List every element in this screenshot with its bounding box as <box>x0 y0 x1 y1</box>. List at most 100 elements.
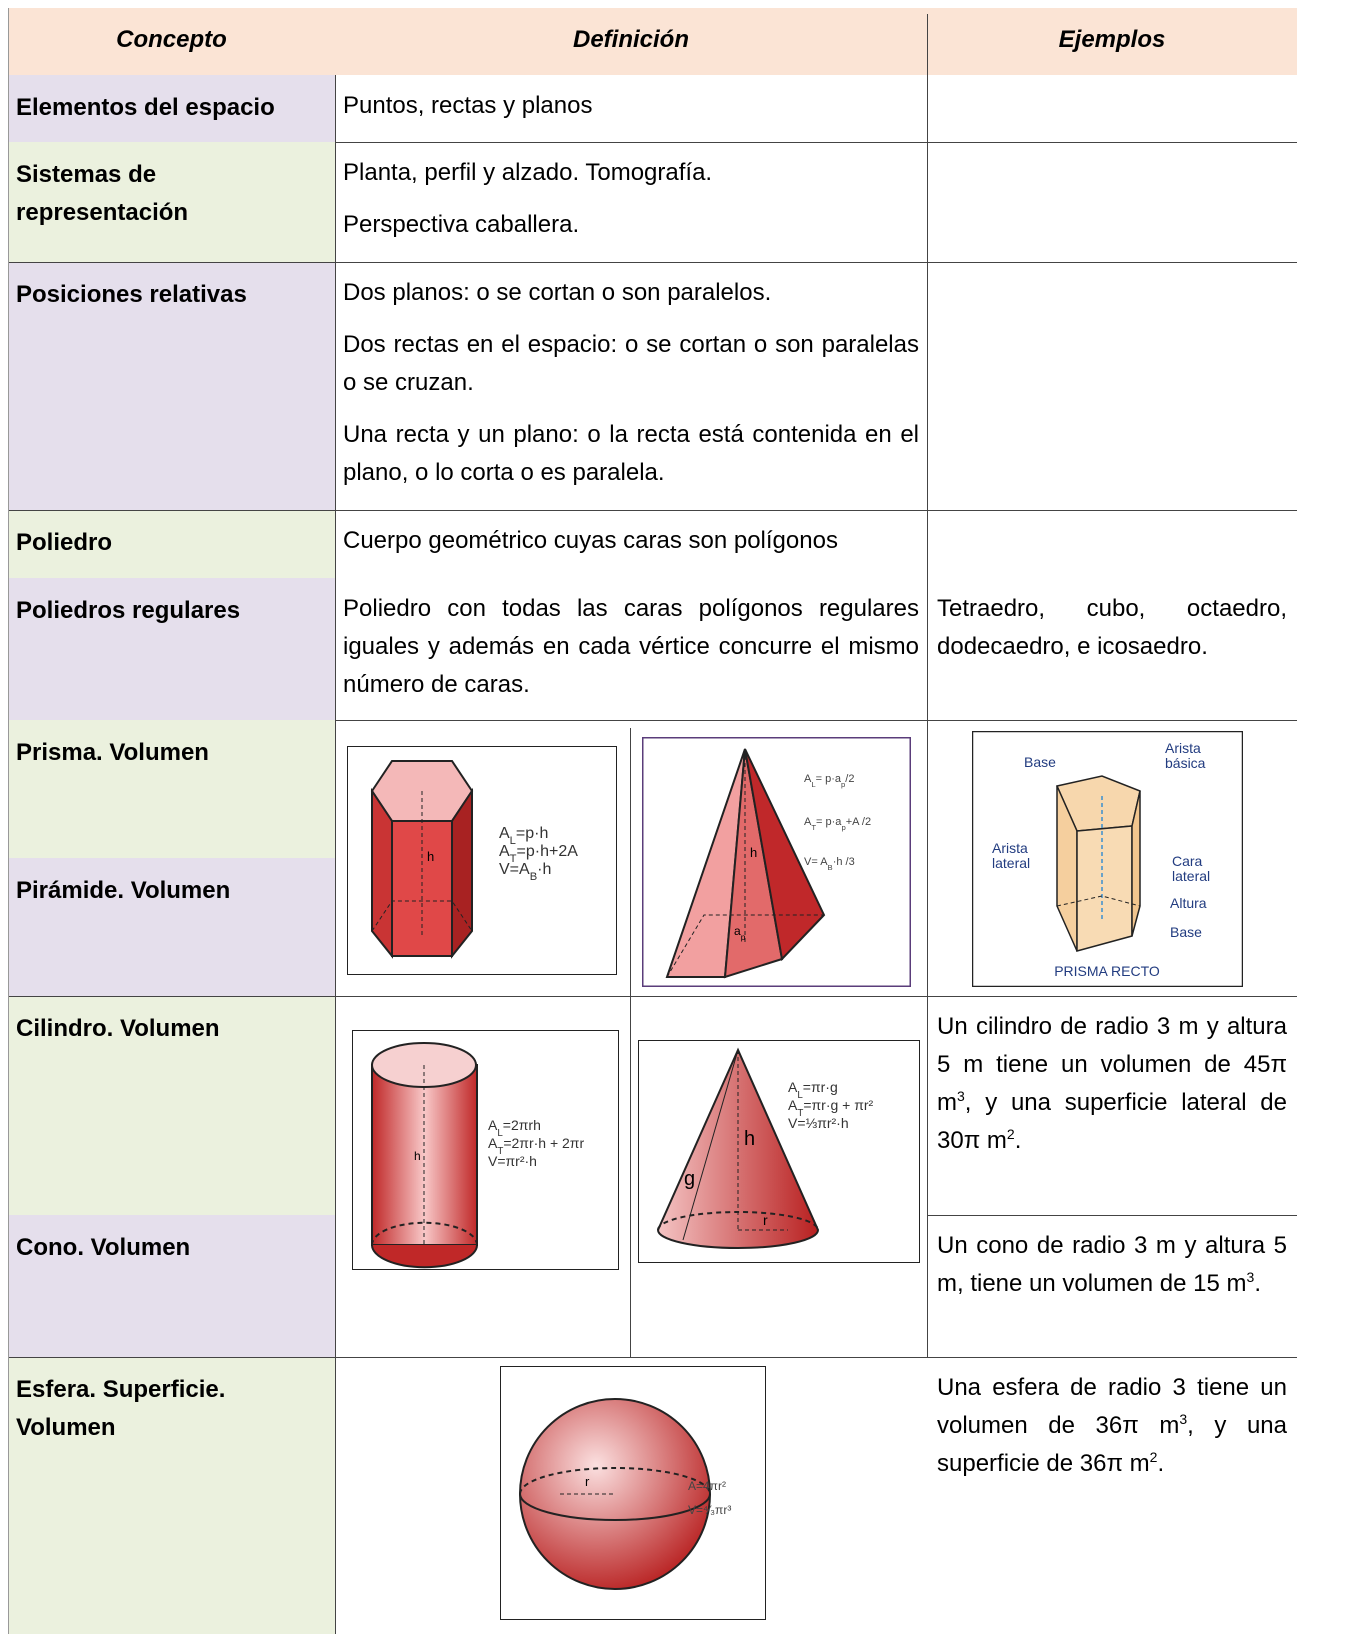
label: h <box>744 1128 755 1150</box>
pyramid-figure: h ap AL= p·ap/2 AT= p·ap+A /2 V= AB·h /3 <box>642 737 911 987</box>
text: , y una superficie lateral de 30π m <box>937 1089 1287 1154</box>
label: Base <box>1170 924 1202 940</box>
rule <box>335 75 336 1634</box>
rule <box>630 728 631 1357</box>
label: lateral <box>992 855 1030 871</box>
formula-text: r <box>763 1212 768 1228</box>
paragraph: Una recta y un plano: o la recta está co… <box>343 421 919 486</box>
formula-text: +A /2 <box>846 816 871 828</box>
superscript: 3 <box>957 1088 965 1104</box>
text: Un cono de radio 3 m y altura 5 m, tiene… <box>937 1232 1287 1297</box>
rule <box>8 1357 1297 1358</box>
rule <box>927 1215 1297 1216</box>
formula-text: A <box>788 1079 798 1095</box>
figure-title: PRISMA RECTO <box>1054 963 1160 979</box>
formula-text: =p·h+2A <box>517 843 579 860</box>
paragraph: Poliedro con todas las caras polígonos r… <box>343 595 919 698</box>
formula-text: h <box>750 845 757 860</box>
formula-text: A <box>804 773 812 785</box>
definition: Puntos, rectas y planos <box>335 75 927 142</box>
concept: Pirámide. Volumen <box>8 858 335 996</box>
rule <box>927 14 928 1357</box>
concept: Posiciones relativas <box>8 262 335 510</box>
formula-text: h <box>744 1128 755 1150</box>
superscript: 2 <box>1149 1449 1158 1465</box>
concept: Cilindro. Volumen <box>8 996 335 1215</box>
label: h <box>427 849 434 864</box>
text: . <box>1157 1450 1165 1477</box>
paragraph: Puntos, rectas y planos <box>343 92 593 119</box>
rule <box>8 262 1297 263</box>
paragraph: Un cilindro de radio 3 m y altura 5 m ti… <box>937 1008 1287 1160</box>
sphere-figure: r A=4πr² V=⁴⁄₃πr³ <box>500 1366 766 1620</box>
formula-text: A <box>804 816 812 828</box>
formula-text: =2πr·h + 2πr <box>503 1135 584 1151</box>
formula-text: A=4πr² <box>688 1479 726 1493</box>
examples: Una esfera de radio 3 tiene un volumen d… <box>927 1357 1297 1634</box>
subscript: p <box>841 780 845 789</box>
label: r <box>763 1212 768 1228</box>
definition: Planta, perfil y alzado. Tomografía. Pers… <box>335 142 927 262</box>
formula: AL=2πrh <box>488 1117 541 1139</box>
definition: Dos planos: o se cortan o son paralelos.… <box>335 262 927 510</box>
subscript: B <box>828 863 833 872</box>
label: Base <box>1024 754 1056 770</box>
subscript: p <box>741 932 746 942</box>
label: r <box>585 1474 590 1489</box>
label: h <box>414 1149 421 1163</box>
definition: Cuerpo geométrico cuyas caras son polígo… <box>335 510 927 578</box>
formula: AT=2πr·h + 2πr <box>488 1135 584 1157</box>
subscript: L <box>510 835 516 847</box>
header-concept: Concepto <box>8 8 335 75</box>
formula-text: =p·h <box>516 825 548 842</box>
header-examples: Ejemplos <box>927 8 1297 75</box>
formula-text: V=A <box>499 861 530 878</box>
rule <box>335 142 1297 143</box>
subscript: T <box>497 1146 503 1157</box>
paragraph: Tetraedro, cubo, octaedro, dodecaedro, e… <box>937 595 1287 660</box>
subscript: p <box>841 823 845 832</box>
formula-text: V= A <box>804 856 828 868</box>
subscript: T <box>797 1108 803 1119</box>
label: básica <box>1165 755 1206 771</box>
formula-text: A <box>499 825 510 842</box>
definition: Poliedro con todas las caras polígonos r… <box>335 578 927 720</box>
examples: Un cono de radio 3 m y altura 5 m, tiene… <box>927 1215 1297 1357</box>
formula: AL=πr·g <box>788 1079 838 1101</box>
formula: AL=p·h <box>499 825 548 847</box>
formula-text: V=⁴⁄₃πr³ <box>688 1503 731 1517</box>
label: ap <box>734 924 746 942</box>
paragraph: Dos rectas en el espacio: o se cortan o … <box>343 331 919 396</box>
label: g <box>684 1168 695 1190</box>
subscript: L <box>811 780 816 789</box>
paragraph: Cuerpo geométrico cuyas caras son polígo… <box>343 527 838 554</box>
concept: Esfera. Superficie. Volumen <box>8 1357 335 1634</box>
formula-text: /2 <box>845 773 854 785</box>
formula-text: =2πrh <box>503 1117 541 1133</box>
label: lateral <box>1172 868 1210 884</box>
rule <box>8 996 1297 997</box>
superscript: 3 <box>1246 1269 1255 1285</box>
label: Arista <box>992 840 1028 856</box>
paragraph: Un cono de radio 3 m y altura 5 m, tiene… <box>937 1227 1287 1303</box>
concept: Cono. Volumen <box>8 1215 335 1357</box>
label: Arista <box>1165 740 1201 756</box>
formula: AT= p·ap+A /2 <box>804 816 871 832</box>
formula-text: g <box>684 1168 695 1190</box>
label: Altura <box>1170 895 1207 911</box>
superscript: 2 <box>1006 1126 1015 1142</box>
formula: AT=πr·g + πr² <box>788 1097 874 1119</box>
formula-text: A <box>488 1117 498 1133</box>
formula-text: A <box>788 1097 798 1113</box>
formula-text: A <box>499 843 510 860</box>
formula-text: V=πr²·h <box>488 1153 537 1169</box>
formula-text: A <box>488 1135 498 1151</box>
rule <box>8 510 1297 511</box>
examples: Tetraedro, cubo, octaedro, dodecaedro, e… <box>927 578 1297 720</box>
formula: A=4πr² <box>688 1479 726 1493</box>
formula: AT=p·h+2A <box>499 843 578 865</box>
subscript: L <box>497 1128 503 1139</box>
formula: V=⁴⁄₃πr³ <box>688 1503 731 1517</box>
cylinder-figure: h AL=2πrh AT=2πr·h + 2πr V=πr²·h <box>352 1030 619 1270</box>
